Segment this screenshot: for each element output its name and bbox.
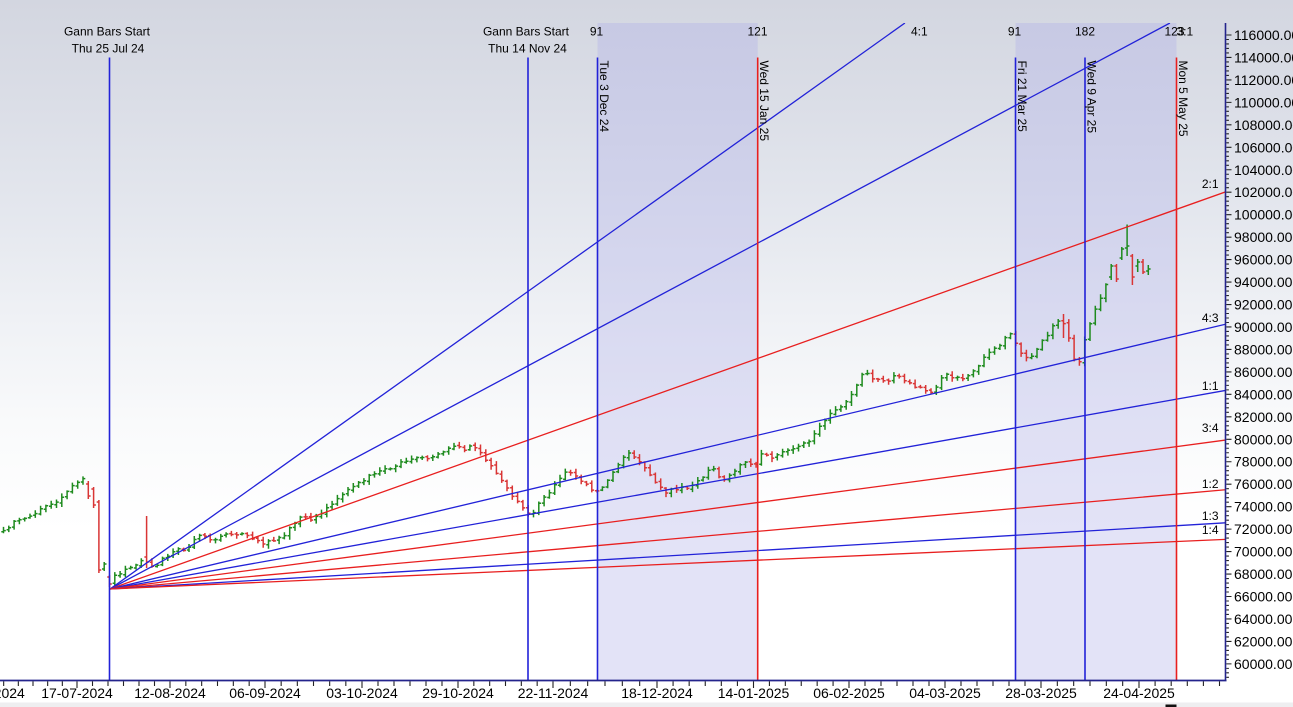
svg-text:104000.00: 104000.00: [1234, 162, 1293, 178]
svg-text:12-08-2024: 12-08-2024: [134, 685, 206, 701]
svg-text:116000.00: 116000.00: [1234, 27, 1293, 43]
svg-text:24-04-2025: 24-04-2025: [1103, 685, 1175, 701]
svg-text:22-11-2024: 22-11-2024: [518, 685, 589, 701]
svg-text:90000.00: 90000.00: [1234, 319, 1293, 335]
svg-text:110000.00: 110000.00: [1234, 94, 1293, 110]
svg-text:1:1: 1:1: [1202, 379, 1219, 393]
svg-text:98000.00: 98000.00: [1234, 229, 1293, 245]
svg-text:1:2: 1:2: [1202, 477, 1219, 491]
svg-text:Tue 3 Dec 24: Tue 3 Dec 24: [597, 61, 611, 133]
svg-text:18-12-2024: 18-12-2024: [621, 685, 693, 701]
svg-text:4:3: 4:3: [1202, 311, 1219, 325]
svg-text:84000.00: 84000.00: [1234, 386, 1293, 402]
svg-text:91: 91: [590, 25, 604, 39]
svg-text:76000.00: 76000.00: [1234, 476, 1293, 492]
svg-text:88000.00: 88000.00: [1234, 341, 1293, 357]
svg-text:29-10-2024: 29-10-2024: [422, 685, 494, 701]
svg-text:68000.00: 68000.00: [1234, 566, 1293, 582]
svg-text:112000.00: 112000.00: [1234, 72, 1293, 88]
svg-text:106000.00: 106000.00: [1234, 139, 1293, 155]
svg-text:2:1: 2:1: [1202, 177, 1219, 191]
svg-text:03-10-2024: 03-10-2024: [326, 685, 398, 701]
svg-text:92000.00: 92000.00: [1234, 297, 1293, 313]
svg-text:74000.00: 74000.00: [1234, 499, 1293, 515]
svg-text:4:1: 4:1: [911, 25, 928, 39]
svg-text:108000.00: 108000.00: [1234, 117, 1293, 133]
svg-text:114000.00: 114000.00: [1234, 50, 1293, 66]
svg-text:17-07-2024: 17-07-2024: [41, 685, 113, 701]
svg-text:72000.00: 72000.00: [1234, 521, 1293, 537]
svg-text:3:1: 3:1: [1177, 25, 1194, 39]
svg-text:82000.00: 82000.00: [1234, 409, 1293, 425]
svg-text:Thu 14 Nov 24: Thu 14 Nov 24: [488, 42, 567, 56]
svg-text:3:4: 3:4: [1202, 421, 1219, 435]
svg-text:70000.00: 70000.00: [1234, 544, 1293, 560]
svg-text:94000.00: 94000.00: [1234, 274, 1293, 290]
svg-text:60000.00: 60000.00: [1234, 656, 1293, 672]
svg-text:24-06-2024: 24-06-2024: [0, 685, 25, 701]
svg-text:1:3: 1:3: [1202, 509, 1219, 523]
svg-text:80000.00: 80000.00: [1234, 431, 1293, 447]
svg-text:78000.00: 78000.00: [1234, 454, 1293, 470]
svg-text:100000.00: 100000.00: [1234, 207, 1293, 223]
svg-text:86000.00: 86000.00: [1234, 364, 1293, 380]
svg-text:91: 91: [1008, 25, 1022, 39]
svg-text:1:4: 1:4: [1202, 523, 1219, 537]
svg-text:64000.00: 64000.00: [1234, 611, 1293, 627]
svg-text:62000.00: 62000.00: [1234, 633, 1293, 649]
svg-text:04-03-2025: 04-03-2025: [909, 685, 981, 701]
svg-text:28-03-2025: 28-03-2025: [1005, 685, 1077, 701]
svg-text:96000.00: 96000.00: [1234, 252, 1293, 268]
svg-text:14-01-2025: 14-01-2025: [718, 685, 790, 701]
svg-text:102000.00: 102000.00: [1234, 184, 1293, 200]
svg-text:Wed 9 Apr 25: Wed 9 Apr 25: [1085, 61, 1099, 134]
svg-text:Thu 25 Jul 24: Thu 25 Jul 24: [72, 42, 145, 56]
svg-text:Fri 21 Mar 25: Fri 21 Mar 25: [1015, 61, 1029, 133]
svg-text:Wed 15 Jan 25: Wed 15 Jan 25: [757, 61, 771, 142]
svg-text:06-02-2025: 06-02-2025: [813, 685, 885, 701]
svg-text:Gann Bars Start: Gann Bars Start: [64, 25, 151, 39]
svg-text:66000.00: 66000.00: [1234, 589, 1293, 605]
svg-text:121: 121: [747, 25, 767, 39]
svg-text:182: 182: [1075, 25, 1095, 39]
svg-text:Mon 5 May 25: Mon 5 May 25: [1176, 61, 1190, 137]
svg-text:Gann Bars Start: Gann Bars Start: [483, 25, 570, 39]
svg-text:06-09-2024: 06-09-2024: [229, 685, 301, 701]
svg-text:123: 123: [1164, 25, 1184, 39]
